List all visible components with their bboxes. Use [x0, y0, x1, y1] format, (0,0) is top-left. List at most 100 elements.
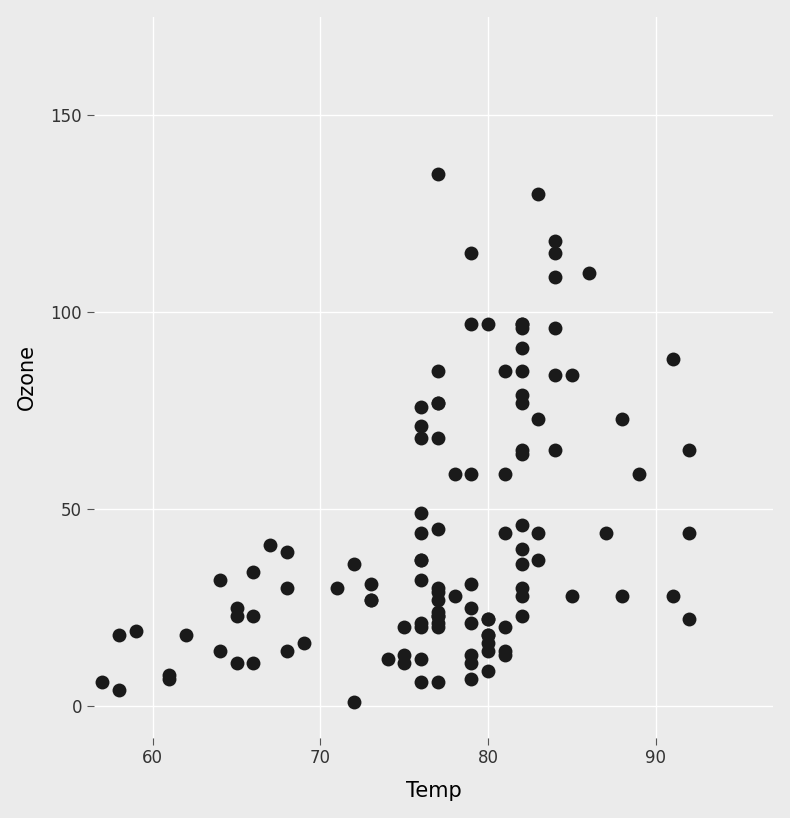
Point: [382, 652, 394, 665]
Point: [549, 246, 562, 259]
Point: [482, 317, 495, 330]
Point: [465, 672, 478, 685]
Point: [667, 353, 679, 366]
Point: [230, 656, 243, 669]
Point: [431, 621, 444, 634]
Point: [683, 443, 696, 456]
Point: [482, 664, 495, 677]
Point: [297, 636, 310, 649]
Point: [566, 589, 578, 602]
Point: [113, 684, 126, 697]
Point: [465, 246, 478, 259]
Point: [515, 317, 528, 330]
Point: [448, 467, 461, 480]
Point: [616, 412, 629, 425]
Point: [549, 235, 562, 248]
Point: [482, 636, 495, 649]
Point: [482, 629, 495, 642]
Point: [515, 558, 528, 571]
Point: [364, 593, 377, 606]
Point: [532, 554, 545, 567]
Point: [280, 582, 293, 595]
Point: [398, 656, 411, 669]
Point: [431, 396, 444, 409]
Point: [431, 432, 444, 445]
Point: [515, 443, 528, 456]
Point: [431, 586, 444, 599]
Point: [164, 672, 176, 685]
Point: [431, 396, 444, 409]
Point: [465, 617, 478, 630]
Point: [465, 656, 478, 669]
Point: [515, 609, 528, 622]
Point: [415, 554, 427, 567]
Point: [415, 617, 427, 630]
Point: [498, 621, 511, 634]
Point: [633, 467, 645, 480]
Point: [364, 593, 377, 606]
Point: [616, 589, 629, 602]
Point: [130, 625, 142, 638]
Point: [515, 365, 528, 378]
Point: [230, 601, 243, 614]
Point: [600, 526, 612, 539]
Point: [448, 589, 461, 602]
Point: [415, 420, 427, 433]
Point: [515, 321, 528, 335]
Point: [415, 554, 427, 567]
Point: [431, 609, 444, 622]
Point: [431, 593, 444, 606]
Point: [566, 369, 578, 382]
Point: [431, 609, 444, 622]
Point: [498, 467, 511, 480]
Point: [164, 668, 176, 681]
Point: [498, 526, 511, 539]
Point: [482, 645, 495, 658]
Point: [113, 629, 126, 642]
Point: [549, 321, 562, 335]
Point: [549, 270, 562, 283]
Point: [415, 676, 427, 689]
Point: [515, 542, 528, 555]
Point: [683, 526, 696, 539]
Point: [515, 317, 528, 330]
Point: [431, 522, 444, 535]
Point: [549, 443, 562, 456]
Point: [465, 317, 478, 330]
Point: [247, 656, 260, 669]
Point: [431, 582, 444, 595]
Point: [348, 695, 360, 708]
Point: [532, 412, 545, 425]
Point: [348, 558, 360, 571]
Point: [532, 526, 545, 539]
Point: [264, 538, 276, 551]
Point: [465, 601, 478, 614]
Point: [549, 369, 562, 382]
Point: [498, 365, 511, 378]
Point: [431, 605, 444, 618]
Point: [515, 341, 528, 354]
Point: [515, 519, 528, 532]
X-axis label: Temp: Temp: [406, 781, 461, 802]
Point: [515, 447, 528, 461]
Point: [431, 676, 444, 689]
Point: [398, 621, 411, 634]
Point: [415, 573, 427, 587]
Point: [667, 589, 679, 602]
Point: [683, 613, 696, 626]
Point: [498, 645, 511, 658]
Point: [415, 526, 427, 539]
Point: [213, 573, 226, 587]
Point: [431, 365, 444, 378]
Point: [482, 629, 495, 642]
Point: [482, 613, 495, 626]
Point: [247, 565, 260, 578]
Point: [180, 629, 193, 642]
Point: [415, 652, 427, 665]
Point: [431, 168, 444, 181]
Point: [415, 400, 427, 413]
Point: [465, 578, 478, 591]
Point: [415, 621, 427, 634]
Point: [482, 613, 495, 626]
Point: [247, 609, 260, 622]
